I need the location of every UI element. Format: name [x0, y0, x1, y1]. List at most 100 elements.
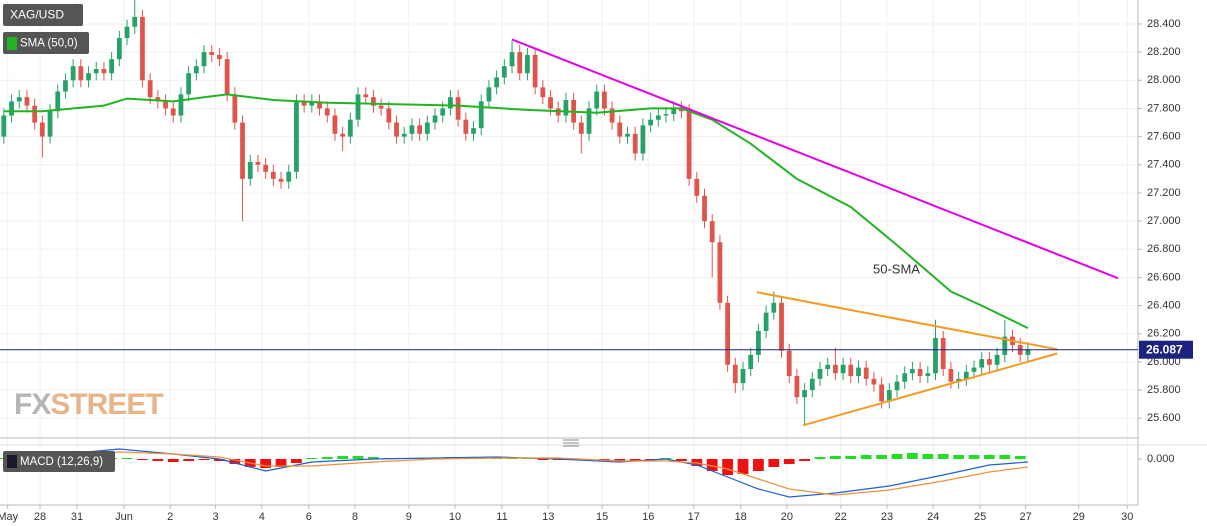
- candle-body: [24, 97, 30, 106]
- candle-body: [140, 16, 145, 81]
- macd-histogram-bar: [814, 457, 826, 459]
- macd-histogram-bar: [214, 459, 225, 461]
- candle-body: [779, 302, 784, 351]
- macd-histogram-bar: [891, 454, 903, 459]
- candle-body: [47, 111, 53, 137]
- x-tick-label: 29: [1073, 511, 1085, 523]
- macd-y-tick-label: 0.000: [1147, 453, 1175, 465]
- candle-body: [394, 122, 399, 137]
- y-tick-label: 28.000: [1147, 74, 1181, 86]
- x-tick-label: Jun: [115, 511, 133, 523]
- y-tick-label: 27.800: [1147, 102, 1181, 114]
- candle-body: [933, 338, 938, 374]
- macd-histogram-bar: [753, 459, 764, 471]
- candle-body: [617, 122, 623, 137]
- candle-body: [910, 368, 915, 374]
- grid: [0, 0, 1138, 505]
- candle-body: [86, 73, 91, 81]
- candle-body: [101, 69, 107, 74]
- macd-histogram-bar: [676, 459, 687, 461]
- candle-body: [940, 338, 946, 369]
- marks: [0, 0, 1119, 498]
- candle-body: [963, 371, 969, 379]
- watermark: FXSTREET: [14, 388, 163, 421]
- candle-body: [371, 97, 376, 106]
- macd-histogram-bar: [198, 459, 210, 460]
- legend-box: [3, 4, 83, 26]
- candle-body: [39, 122, 45, 137]
- x-tick-label: 28: [34, 511, 46, 523]
- candle-body: [879, 384, 884, 402]
- candle-body: [16, 97, 22, 102]
- resize-handle[interactable]: [563, 439, 579, 447]
- candle-body: [602, 91, 607, 109]
- watermark-fx: FX: [14, 388, 51, 421]
- macd-histogram-bar: [291, 459, 302, 463]
- candle-body: [286, 171, 292, 182]
- candle-body: [987, 359, 992, 365]
- macd-histogram-bar: [999, 455, 1011, 459]
- macd-histogram-bar: [799, 459, 810, 461]
- candle-body: [324, 108, 330, 116]
- legend-macd[interactable]: MACD (12,26,9): [3, 451, 115, 472]
- macd-histogram-bar: [1014, 456, 1026, 459]
- y-tick-label: 25.800: [1147, 384, 1181, 396]
- candle-body: [802, 390, 807, 398]
- last-price-label: 26.087: [1146, 342, 1183, 356]
- x-tick-label: 24: [927, 511, 939, 523]
- candle-body: [809, 378, 815, 391]
- candle-body: [448, 97, 453, 109]
- macd-histogram-bar: [137, 459, 148, 460]
- candle-body: [332, 115, 338, 134]
- macd-histogram-bar: [337, 456, 349, 459]
- macd-histogram-bar: [614, 459, 626, 461]
- candle-body: [209, 52, 215, 55]
- x-tick-label: 4: [259, 511, 265, 523]
- candle-body: [186, 73, 192, 95]
- candle-body: [948, 368, 954, 382]
- candle-body: [632, 133, 638, 154]
- y-tick-label: 25.600: [1147, 412, 1181, 424]
- candle-body: [825, 364, 831, 369]
- sma-line: [3, 93, 1029, 329]
- candle-body: [301, 101, 307, 106]
- candle-body: [109, 59, 115, 74]
- candle-body: [401, 133, 407, 137]
- macd-histogram-bar: [907, 453, 918, 459]
- candle-body: [147, 80, 153, 98]
- candle-body: [263, 164, 269, 172]
- macd-histogram-bar: [953, 455, 964, 459]
- candle-body: [594, 91, 600, 109]
- candle-body: [563, 99, 569, 116]
- legend-symbol[interactable]: XAG/USD: [3, 4, 83, 26]
- macd-histogram-bar: [768, 459, 780, 467]
- candle-body: [548, 97, 553, 109]
- candle-body: [717, 242, 723, 303]
- x-tick-label: 13: [542, 511, 554, 523]
- candle-body: [247, 161, 253, 179]
- candle-body: [794, 376, 800, 398]
- candle-body: [771, 302, 777, 313]
- candle-body: [763, 312, 769, 331]
- candle-body: [317, 101, 322, 109]
- macd-histogram-bar: [167, 459, 179, 462]
- macd-line: [3, 451, 1028, 496]
- candle-body: [517, 52, 523, 74]
- legend-sma[interactable]: SMA (50,0): [3, 32, 89, 54]
- candle-body: [486, 87, 492, 102]
- y-tick-label: 27.000: [1147, 215, 1181, 227]
- last-price-box: [1139, 340, 1193, 359]
- candle-body: [925, 373, 931, 377]
- candle-body: [32, 105, 38, 123]
- candle-body: [648, 119, 654, 126]
- candle-body: [625, 133, 630, 137]
- candle-body: [363, 94, 369, 98]
- x-tick-label: 11: [496, 511, 507, 523]
- macd-histogram-bar: [321, 457, 333, 459]
- x-tick-label: 18: [735, 511, 747, 523]
- candle-body: [979, 359, 985, 368]
- candle-body: [786, 350, 792, 377]
- candle-body: [709, 221, 715, 243]
- candle-body: [478, 101, 484, 129]
